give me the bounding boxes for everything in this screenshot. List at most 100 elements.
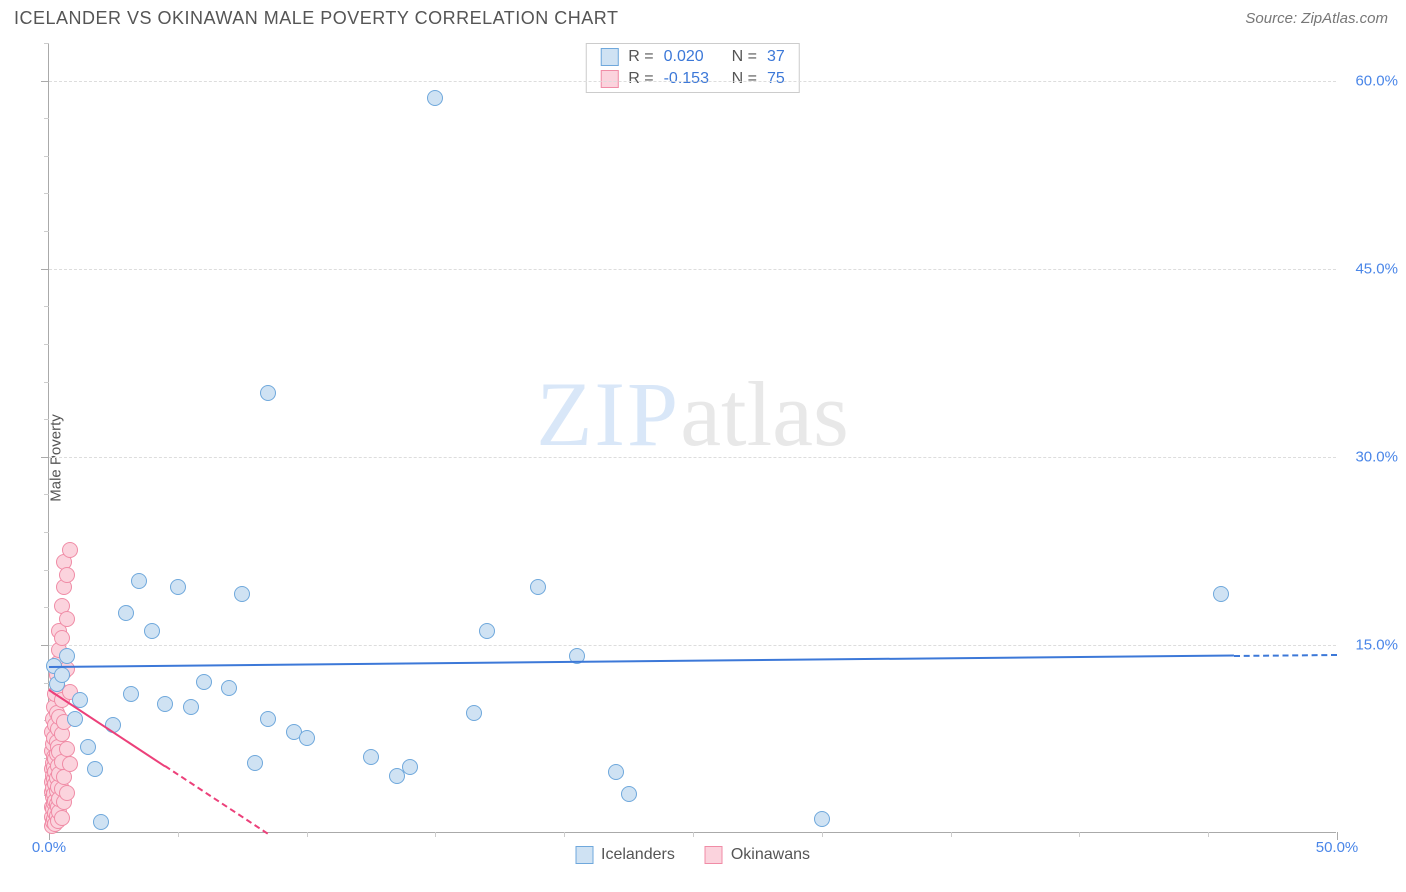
correlation-legend: R = 0.020 N = 37 R = -0.153 N = 75 [585,43,799,93]
data-point-icelander [144,623,160,639]
y-minor-tick [44,494,49,495]
legend-swatch [600,70,618,88]
data-point-icelander [247,755,263,771]
data-point-icelander [131,573,147,589]
y-tick [41,457,49,458]
chart-header: ICELANDER VS OKINAWAN MALE POVERTY CORRE… [0,0,1406,33]
x-minor-tick [693,832,694,837]
r-label: R = [628,48,653,66]
source-prefix: Source: [1245,10,1301,27]
x-minor-tick [564,832,565,837]
x-minor-tick [307,832,308,837]
series-legend-label: Okinawans [731,846,810,864]
trendline [164,765,268,835]
y-tick-label: 30.0% [1355,448,1398,465]
data-point-okinawan [59,785,75,801]
y-minor-tick [44,570,49,571]
y-minor-tick [44,419,49,420]
chart-area: Male Poverty ZIPatlas R = 0.020N = 37R =… [0,33,1406,883]
x-minor-tick [1079,832,1080,837]
y-minor-tick [44,193,49,194]
data-point-icelander [157,696,173,712]
y-minor-tick [44,156,49,157]
data-point-icelander [402,759,418,775]
gridline [49,457,1336,458]
data-point-icelander [221,680,237,696]
data-point-icelander [814,811,830,827]
data-point-icelander [123,686,139,702]
y-tick [41,269,49,270]
x-tick-label: 0.0% [32,839,66,856]
legend-swatch [575,846,593,864]
data-point-okinawan [54,630,70,646]
data-point-icelander [118,605,134,621]
y-minor-tick [44,43,49,44]
series-legend: Icelanders Okinawans [575,846,810,864]
y-minor-tick [44,382,49,383]
series-legend-item: Okinawans [705,846,810,864]
series-legend-label: Icelanders [601,846,675,864]
correlation-legend-row: R = 0.020 N = 37 [586,46,798,68]
data-point-okinawan [59,741,75,757]
source-attribution: Source: ZipAtlas.com [1245,10,1388,27]
correlation-legend-row: R = -0.153 N = 75 [586,68,798,90]
data-point-okinawan [59,611,75,627]
data-point-icelander [530,579,546,595]
n-label: N = [732,48,757,66]
trendline [1234,654,1337,657]
data-point-icelander [170,579,186,595]
r-label: R = [628,70,653,88]
x-minor-tick [178,832,179,837]
data-point-icelander [87,761,103,777]
data-point-icelander [260,711,276,727]
n-value: 75 [767,70,785,88]
data-point-icelander [234,586,250,602]
n-value: 37 [767,48,785,66]
watermark: ZIPatlas [536,361,849,467]
r-value: -0.153 [664,70,722,88]
plot-region: ZIPatlas R = 0.020 N = 37 R = -0.153 N = 75… [48,43,1336,833]
data-point-icelander [363,749,379,765]
y-minor-tick [44,344,49,345]
gridline [49,81,1336,82]
data-point-okinawan [59,567,75,583]
data-point-icelander [196,674,212,690]
data-point-okinawan [54,810,70,826]
legend-swatch [600,48,618,66]
data-point-icelander [1213,586,1229,602]
data-point-icelander [80,739,96,755]
series-legend-item: Icelanders [575,846,675,864]
y-minor-tick [44,532,49,533]
data-point-icelander [621,786,637,802]
data-point-icelander [466,705,482,721]
data-point-okinawan [62,756,78,772]
n-label: N = [732,70,757,88]
x-minor-tick [822,832,823,837]
x-minor-tick [951,832,952,837]
y-tick [41,81,49,82]
data-point-icelander [479,623,495,639]
x-tick-label: 50.0% [1316,839,1359,856]
data-point-icelander [54,667,70,683]
y-tick-label: 60.0% [1355,72,1398,89]
y-minor-tick [44,607,49,608]
r-value: 0.020 [664,48,722,66]
y-tick-label: 15.0% [1355,636,1398,653]
data-point-okinawan [62,542,78,558]
data-point-icelander [608,764,624,780]
y-minor-tick [44,231,49,232]
data-point-icelander [93,814,109,830]
data-point-icelander [260,385,276,401]
source-name: ZipAtlas.com [1301,10,1388,27]
chart-title: ICELANDER VS OKINAWAN MALE POVERTY CORRE… [14,8,618,29]
data-point-icelander [299,730,315,746]
gridline [49,269,1336,270]
watermark-atlas: atlas [680,363,849,465]
watermark-zip: ZIP [536,363,680,465]
data-point-icelander [59,648,75,664]
y-tick-label: 45.0% [1355,260,1398,277]
y-tick [41,645,49,646]
data-point-icelander [67,711,83,727]
trendline [49,655,1234,669]
legend-swatch [705,846,723,864]
